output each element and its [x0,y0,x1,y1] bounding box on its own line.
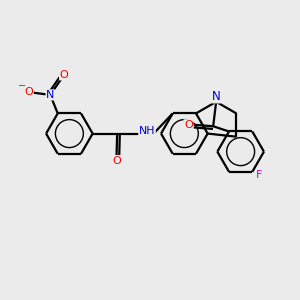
Text: N: N [46,90,55,100]
Text: O: O [184,120,193,130]
Text: −: − [18,81,26,91]
Text: O: O [112,156,121,166]
Text: N: N [212,90,220,103]
Text: O: O [24,87,33,97]
Text: F: F [256,170,262,180]
Text: NH: NH [139,126,155,136]
Text: O: O [60,70,68,80]
